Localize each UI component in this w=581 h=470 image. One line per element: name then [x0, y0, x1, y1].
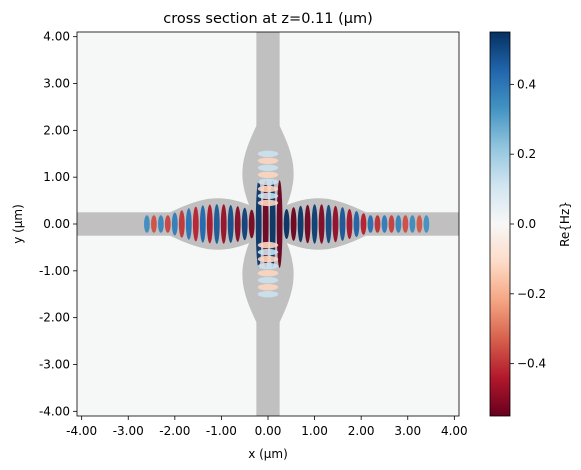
field-fringe: [255, 180, 262, 268]
field-fringe: [353, 211, 360, 237]
x-tick-label: 1.00: [301, 424, 328, 438]
field-fringe: [360, 213, 367, 235]
field-fringe: [311, 204, 318, 244]
field-fringe: [144, 215, 150, 233]
field-fringe: [185, 208, 192, 240]
y-tick-label: 4.00: [43, 30, 70, 44]
field-fringe: [381, 215, 388, 233]
field-fringe: [395, 215, 402, 233]
field-fringe: [416, 215, 423, 233]
field-lobe: [257, 150, 279, 157]
colorbar-tick-label: −0.4: [517, 357, 546, 371]
y-axis-label: y (µm): [11, 204, 25, 244]
field-fringe: [283, 209, 290, 239]
x-tick-label: 2.00: [348, 424, 375, 438]
field-fringe: [402, 215, 409, 233]
x-tick-label: 0.00: [255, 424, 282, 438]
field-fringe: [318, 204, 325, 244]
y-tick-label: -3.00: [39, 357, 70, 371]
field-lobe: [257, 192, 279, 200]
x-tick-label: -2.00: [159, 424, 190, 438]
x-axis-label: x (µm): [248, 447, 288, 461]
y-tick-label: -2.00: [39, 311, 70, 325]
field-fringe: [199, 205, 206, 243]
x-tick-label: 4.00: [441, 424, 468, 438]
y-tick-label: -1.00: [39, 264, 70, 278]
field-fringe: [346, 209, 353, 239]
field-fringe: [409, 215, 416, 233]
field-fringe: [158, 215, 164, 233]
x-tick-label: -1.00: [206, 424, 237, 438]
plot-area: [77, 32, 459, 416]
field-lobe: [257, 291, 279, 298]
y-tick-label: 1.00: [43, 170, 70, 184]
field-lobe: [257, 270, 279, 277]
field-lobe: [257, 199, 279, 207]
field-lobe: [257, 255, 279, 263]
field-fringe: [339, 207, 346, 241]
field-fringe: [178, 210, 185, 238]
colorbar-gradient: [490, 32, 510, 416]
field-fringe: [241, 207, 248, 241]
field-fringe: [290, 207, 297, 241]
field-fringe: [227, 205, 234, 243]
field-fringe: [325, 204, 332, 244]
field-lobe: [257, 178, 279, 186]
field-fringe: [304, 204, 311, 244]
field-lobe: [257, 157, 279, 164]
field-fringe: [374, 215, 381, 233]
field-fringe: [213, 204, 220, 244]
colorbar-ticks: 0.4 0.2 0.0 −0.2 −0.4: [510, 77, 546, 371]
field-lobe: [257, 171, 279, 178]
colorbar-tick-label: −0.2: [517, 287, 546, 301]
field-fringe: [297, 205, 304, 243]
chart-title: cross section at z=0.11 (µm): [163, 11, 373, 27]
field-fringe: [332, 205, 339, 243]
colorbar-label: Re{Hz}: [558, 201, 572, 247]
field-fringe: [171, 212, 178, 236]
colorbar-tick-label: 0.0: [517, 217, 536, 231]
field-lobe: [257, 277, 279, 284]
field-fringe: [276, 180, 283, 268]
x-tick-label: 3.00: [394, 424, 421, 438]
field-fringe: [206, 204, 213, 244]
field-fringe: [192, 206, 199, 242]
field-lobe: [257, 241, 279, 249]
y-axis-ticks: 4.00 3.00 2.00 1.00 0.00 -1.00 -2.00 -3.00 -4.00: [39, 30, 77, 418]
field-lobe: [257, 248, 279, 256]
colorbar-tick-label: 0.4: [517, 77, 536, 91]
y-tick-label: 3.00: [43, 77, 70, 91]
field-layer: [144, 150, 430, 298]
field-fringe: [234, 206, 241, 242]
x-tick-label: -4.00: [66, 424, 97, 438]
field-fringe: [388, 215, 395, 233]
field-fringe: [248, 209, 255, 239]
field-lobe: [257, 164, 279, 171]
field-lobe: [257, 262, 279, 270]
field-fringe: [367, 215, 374, 233]
y-tick-label: 0.00: [43, 217, 70, 231]
y-tick-label: -4.00: [39, 404, 70, 418]
y-tick-label: 2.00: [43, 123, 70, 137]
field-fringe: [151, 215, 157, 233]
colorbar-tick-label: 0.2: [517, 147, 536, 161]
field-lobe: [257, 284, 279, 291]
field-lobe: [257, 185, 279, 193]
field-fringe: [164, 215, 171, 233]
x-axis-ticks: -4.00 -3.00 -2.00 -1.00 0.00 1.00 2.00 3.00 4.00: [66, 416, 468, 438]
field-fringe: [220, 204, 227, 244]
field-fringe: [423, 215, 430, 233]
x-tick-label: -3.00: [113, 424, 144, 438]
colorbar: 0.4 0.2 0.0 −0.2 −0.4 Re{Hz}: [489, 31, 572, 417]
